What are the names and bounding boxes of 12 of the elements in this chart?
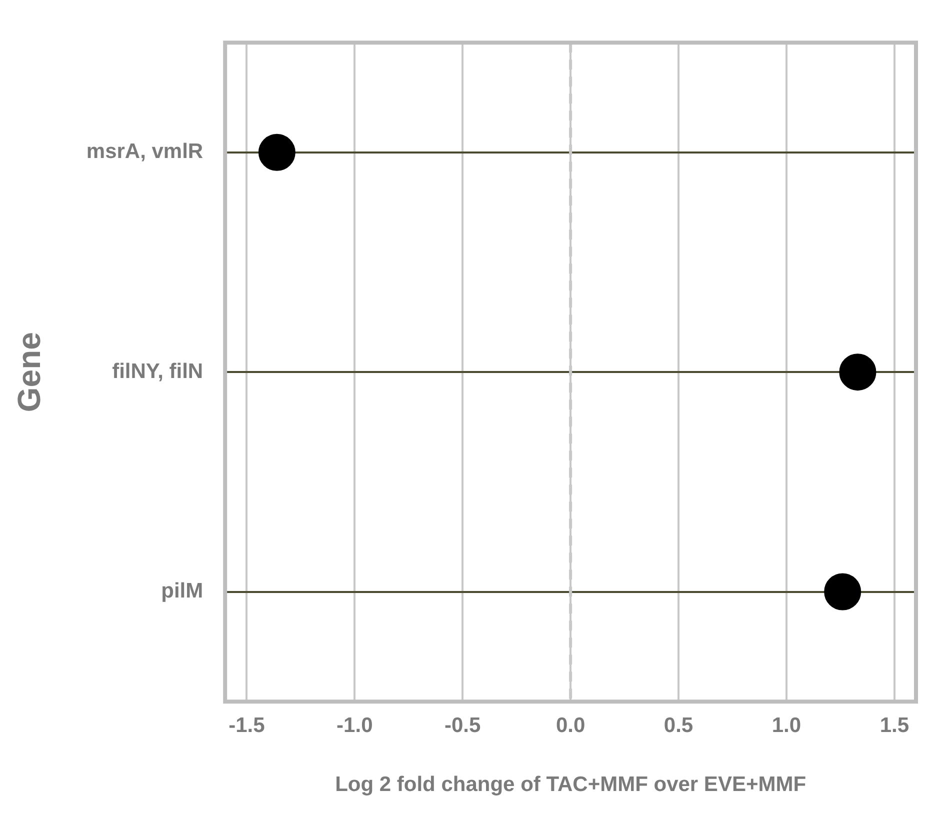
x-tick-label: -0.5 — [444, 714, 482, 737]
y-tick-label: filNY, filN — [112, 360, 204, 383]
y-tick-label: msrA, vmlR — [86, 140, 204, 164]
x-tick-label: 0.0 — [556, 714, 586, 737]
x-tick-label: 1.0 — [772, 714, 802, 737]
x-tick-label: -1.0 — [336, 714, 373, 737]
x-tick-label: -1.5 — [228, 714, 266, 737]
y-axis-title: Gene — [11, 332, 48, 412]
x-axis-title: Log 2 fold change of TAC+MMF over EVE+MMF — [335, 773, 806, 796]
x-tick-label: 0.5 — [664, 714, 694, 737]
y-tick-label: pilM — [161, 580, 204, 603]
x-tick-label: 1.5 — [880, 714, 910, 737]
